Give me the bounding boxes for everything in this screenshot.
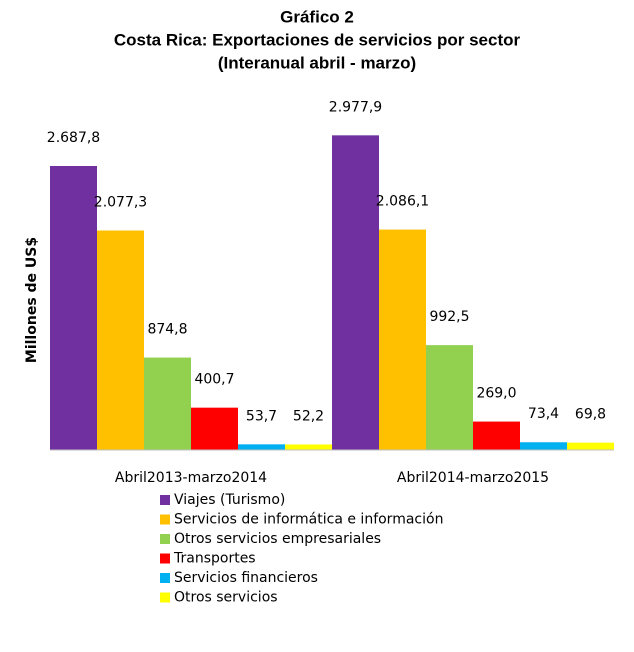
bar: [50, 165, 97, 450]
legend-swatch: [160, 495, 170, 505]
data-label: 53,7: [246, 408, 277, 424]
legend-swatch: [160, 534, 170, 544]
bar: [97, 230, 144, 450]
data-label: 69,8: [575, 407, 606, 423]
bar: [332, 135, 379, 450]
legend-swatch: [160, 592, 170, 603]
bar: [191, 407, 238, 450]
chart-title: Gráfico 2: [280, 7, 354, 26]
data-label: 400,7: [194, 372, 234, 388]
legend-label: Transportes: [173, 551, 256, 567]
y-axis-label: Millones de US$: [24, 237, 40, 363]
legend-label: Otros servicios: [174, 590, 278, 606]
data-label: 52,2: [293, 408, 324, 424]
data-label: 269,0: [476, 386, 516, 402]
bar: [238, 444, 285, 450]
data-label: 2.077,3: [94, 194, 147, 210]
bar: [567, 442, 614, 450]
legend-label: Servicios financieros: [174, 570, 318, 586]
bar: [473, 421, 520, 450]
bar: [285, 444, 332, 450]
legend-swatch: [160, 573, 170, 583]
chart-title: (Interanual abril - marzo): [218, 53, 416, 72]
chart-title: Costa Rica: Exportaciones de servicios p…: [114, 30, 521, 49]
x-tick-label: Abril2013-marzo2014: [115, 470, 267, 486]
data-label: 2.977,9: [329, 99, 382, 115]
data-label: 2.086,1: [376, 194, 429, 210]
legend-label: Servicios de informática e información: [174, 512, 443, 528]
bar: [379, 229, 426, 450]
legend-label: Viajes (Turismo): [174, 492, 285, 508]
data-label: 874,8: [147, 322, 187, 338]
data-label: 73,4: [528, 406, 559, 422]
legend-swatch: [160, 514, 170, 525]
data-label: 2.687,8: [47, 130, 100, 146]
legend-swatch: [160, 553, 170, 564]
bar: [144, 357, 191, 450]
bar: [520, 442, 567, 450]
x-tick-label: Abril2014-marzo2015: [397, 470, 549, 486]
bar: [426, 345, 473, 450]
legend-label: Otros servicios empresariales: [174, 531, 381, 547]
data-label: 992,5: [429, 309, 469, 325]
